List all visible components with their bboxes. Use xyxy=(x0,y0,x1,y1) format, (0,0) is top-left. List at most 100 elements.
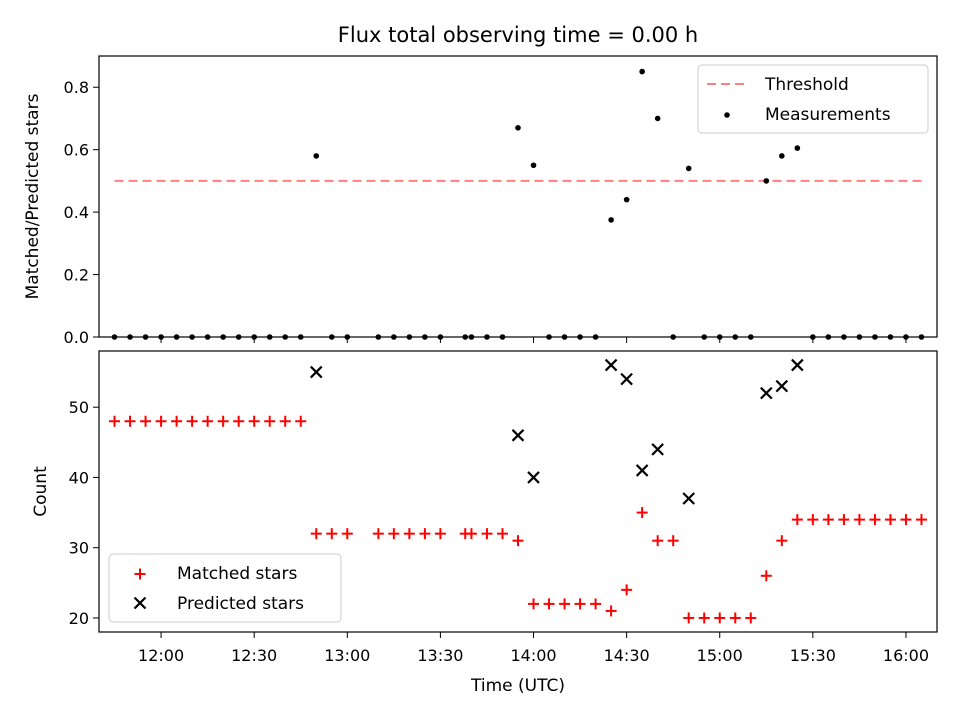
data-point xyxy=(760,386,773,400)
data-point xyxy=(528,598,540,610)
data-point xyxy=(434,528,446,540)
y-tick-label: 0.2 xyxy=(64,266,89,285)
data-point xyxy=(900,514,912,526)
legend-box xyxy=(108,553,342,623)
data-point xyxy=(279,415,291,427)
legend-box xyxy=(697,64,929,134)
data-point xyxy=(605,605,617,617)
data-point xyxy=(838,514,850,526)
y-tick-label: 0.8 xyxy=(64,78,89,97)
data-point xyxy=(729,612,741,624)
data-point xyxy=(763,178,770,184)
x-tick-label: 13:00 xyxy=(324,646,370,665)
data-point xyxy=(714,612,726,624)
data-point xyxy=(515,125,521,131)
data-point xyxy=(636,507,648,519)
plot-frame xyxy=(98,55,938,338)
data-point xyxy=(341,528,353,540)
data-point xyxy=(326,528,338,540)
data-point xyxy=(683,612,695,624)
data-point xyxy=(791,514,803,526)
legend: Threshold Measurements xyxy=(697,64,929,134)
legend-label-predicted: Predicted stars xyxy=(177,594,304,614)
y-tick-label: 40 xyxy=(69,468,89,487)
data-point xyxy=(667,535,679,547)
data-point xyxy=(481,528,493,540)
data-point xyxy=(313,153,320,159)
x-axis-label: Time (UTC) xyxy=(470,676,565,696)
data-point xyxy=(775,379,789,393)
data-point xyxy=(651,443,664,456)
data-point xyxy=(620,372,633,386)
data-point xyxy=(639,68,645,75)
data-point xyxy=(807,514,819,526)
data-point xyxy=(530,162,537,169)
data-point xyxy=(574,598,586,610)
data-point xyxy=(202,415,214,427)
legend-label-matched: Matched stars xyxy=(177,564,297,584)
plot-frame xyxy=(98,350,938,633)
data-point xyxy=(791,358,804,372)
legend-matched-swatch xyxy=(134,568,146,580)
data-point xyxy=(915,514,927,526)
data-point xyxy=(654,115,661,122)
legend-measurements-swatch xyxy=(724,112,730,118)
data-point xyxy=(217,415,229,427)
data-point xyxy=(295,415,307,427)
data-point xyxy=(512,535,524,547)
data-point xyxy=(652,535,664,547)
data-point xyxy=(685,165,692,172)
data-point xyxy=(310,528,322,540)
x-tick-label: 16:00 xyxy=(883,646,929,665)
data-point xyxy=(822,514,834,526)
y-tick-label: 0.0 xyxy=(64,328,89,347)
data-point xyxy=(604,358,618,372)
y-axis-label: Count xyxy=(31,466,51,517)
data-point xyxy=(682,492,695,505)
x-tick-label: 13:30 xyxy=(417,646,463,665)
x-tick-label: 14:00 xyxy=(510,646,556,665)
data-point xyxy=(698,612,710,624)
data-point xyxy=(853,514,865,526)
data-point xyxy=(372,528,384,540)
x-tick-label: 12:00 xyxy=(138,646,184,665)
data-point xyxy=(608,217,614,223)
legend-label-measurements: Measurements xyxy=(765,105,891,125)
data-point xyxy=(109,415,121,427)
y-tick-label: 0.4 xyxy=(64,203,89,222)
data-point xyxy=(621,584,633,596)
data-point xyxy=(559,598,571,610)
y-axis-label: Matched/Predicted stars xyxy=(23,93,43,299)
data-point xyxy=(794,145,801,151)
data-point xyxy=(511,429,525,442)
data-point xyxy=(543,598,555,610)
data-point xyxy=(635,464,649,477)
data-point xyxy=(264,415,276,427)
data-point xyxy=(623,196,630,203)
x-tick-label: 15:30 xyxy=(790,646,836,665)
x-tick-label: 12:30 xyxy=(231,646,277,665)
data-point xyxy=(760,570,772,582)
data-point xyxy=(309,365,323,379)
y-tick-label: 50 xyxy=(69,398,89,417)
data-point xyxy=(590,598,602,610)
y-tick-label: 20 xyxy=(69,609,89,628)
data-point xyxy=(155,415,167,427)
data-point xyxy=(779,153,785,159)
data-point xyxy=(124,415,136,427)
data-point xyxy=(465,528,477,540)
data-point xyxy=(884,514,896,526)
data-point xyxy=(745,612,757,624)
data-point xyxy=(186,415,198,427)
data-point xyxy=(527,471,540,484)
data-point xyxy=(776,535,788,547)
data-point xyxy=(171,415,183,427)
top-panel: 0.0 0.2 0.4 0.6 0.8 Matched/Predicted stars Th… xyxy=(23,55,938,347)
data-point xyxy=(403,528,415,540)
legend: Matched stars Predicted stars xyxy=(108,553,342,623)
data-point xyxy=(419,528,431,540)
x-tick-label: 14:30 xyxy=(604,646,650,665)
legend-label-threshold: Threshold xyxy=(764,75,849,95)
